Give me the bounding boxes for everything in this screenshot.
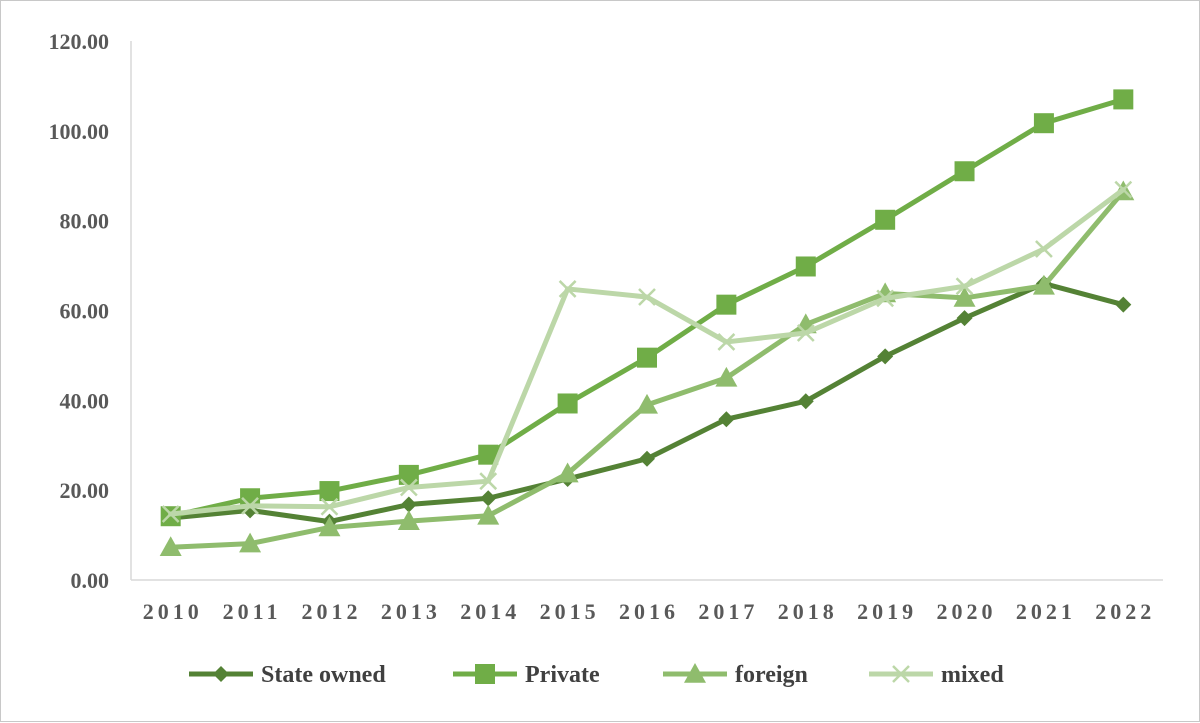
x-axis-ticks: 2010 2011 2012 2013 2014 2015 2016 2017 2018 2019… [143,599,1155,624]
legend-marker [684,663,706,683]
x-tick-label: 2022 [1095,599,1155,624]
y-tick-label: 100.00 [49,119,110,144]
x-tick-label: 2017 [698,599,758,624]
y-tick-label: 80.00 [60,209,110,234]
data-point [318,516,341,537]
data-point [716,294,737,315]
legend-item: mixed [869,662,1004,688]
series-layer [159,89,1135,557]
x-tick-label: 2018 [778,599,838,624]
y-axis-ticks: 0.00 20.00 40.00 60.00 80.00 100.00 120.00 [49,29,110,593]
x-tick-label: 2020 [937,599,997,624]
x-tick-label: 2013 [381,599,441,624]
x-tick-label: 2016 [619,599,679,624]
legend-label: State owned [261,662,386,688]
data-point [400,496,417,513]
x-tick-label: 2011 [223,599,282,624]
data-point [797,393,814,410]
data-point [717,333,736,351]
data-point [241,497,259,515]
data-point [161,505,180,523]
legend: State owned Private foreign mixed [189,662,1004,688]
data-point [1113,89,1134,110]
data-point [1035,240,1053,258]
data-point [954,161,975,182]
data-point [397,510,420,530]
data-point [557,393,578,414]
data-point [477,504,500,525]
data-point [955,277,974,296]
y-tick-label: 0.00 [71,568,110,593]
data-point [558,280,577,298]
legend-item: foreign [663,662,808,688]
x-tick-label: 2019 [857,599,917,624]
x-tick-label: 2015 [540,599,600,624]
data-point [398,464,419,485]
x-tick-label: 2014 [460,599,520,624]
y-tick-label: 60.00 [60,299,110,324]
data-point [479,472,498,491]
data-point [877,348,894,365]
series-foreign [159,180,1135,557]
data-point [637,347,657,368]
data-point [319,481,340,502]
data-point [1033,113,1054,134]
x-tick-label: 2010 [143,599,203,624]
data-point [239,532,262,553]
data-point [639,450,655,467]
legend-marker [213,666,229,682]
data-point [1114,180,1133,199]
data-point [399,478,418,497]
data-point [876,289,895,308]
data-point [718,411,735,428]
y-tick-label: 40.00 [60,388,110,413]
data-point [1115,296,1132,313]
data-point [715,366,738,387]
data-point [556,462,579,483]
legend-item: Private [453,662,600,688]
legend-label: mixed [941,662,1004,688]
legend-marker [475,664,495,684]
data-point [1032,274,1055,295]
data-point [636,393,658,414]
data-point [159,536,182,557]
series-mixed [161,180,1133,523]
data-point [240,488,261,509]
x-tick-label: 2021 [1016,599,1076,624]
series-private [160,89,1134,527]
data-point [638,288,656,306]
legend-item: State owned [189,662,386,688]
data-point [320,497,339,516]
data-point [480,490,497,507]
legend-label: Private [525,662,600,688]
legend-marker [892,665,910,683]
y-tick-label: 20.00 [60,478,110,503]
x-tick-label: 2012 [301,599,361,624]
data-point [956,310,973,327]
y-tick-label: 120.00 [49,29,110,54]
axes [130,41,1163,581]
data-point [953,286,976,307]
data-point [796,324,815,342]
data-point [795,256,816,277]
legend-label: foreign [735,662,808,688]
data-point [478,444,499,465]
data-point [875,209,896,230]
